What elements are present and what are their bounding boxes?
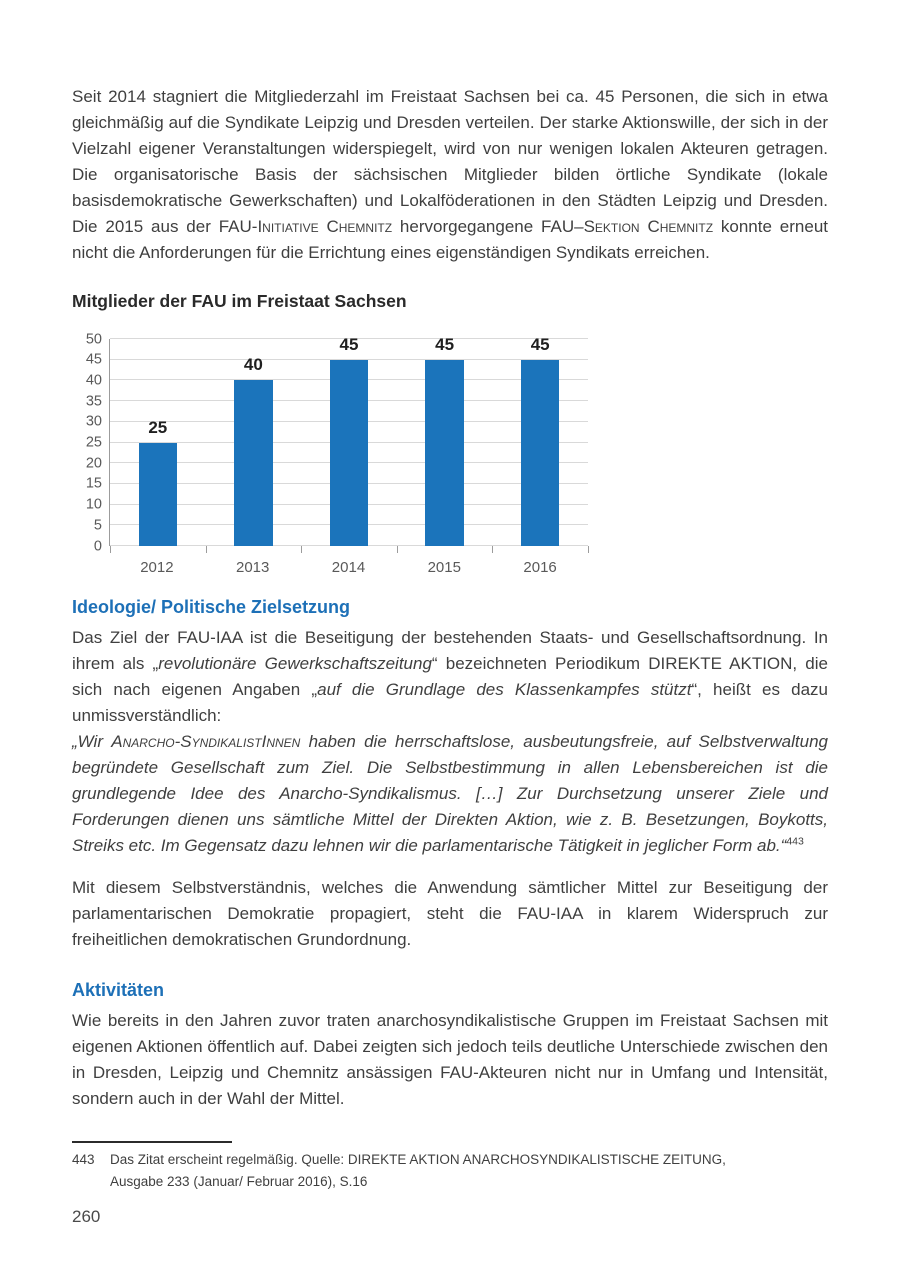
chart-bars-layer: 25 40 45 45 45 bbox=[110, 335, 588, 546]
bar-value-label: 45 bbox=[435, 334, 455, 354]
x-tick-label: 2015 bbox=[427, 559, 461, 576]
bar-slot: 45 bbox=[301, 335, 397, 546]
gridline bbox=[110, 338, 588, 339]
text-run: auf die Grundlage des Klassenkampfes stü… bbox=[317, 680, 692, 699]
text-run: „Wir bbox=[72, 732, 112, 751]
text-run: 443 bbox=[786, 835, 804, 848]
bar-2015 bbox=[425, 359, 464, 546]
chart-title: Mitglieder der FAU im Freistaat Sachsen bbox=[72, 291, 407, 311]
text-run: Mit diesem Selbstverständnis, welches di… bbox=[72, 878, 828, 949]
text-line: Ausgabe 233 (Januar/ Februar 2016), S.16 bbox=[110, 1173, 368, 1189]
footnote-divider bbox=[72, 1141, 232, 1143]
y-tick-label: 25 bbox=[85, 434, 102, 451]
x-axis-tick bbox=[301, 546, 303, 553]
x-axis-tick bbox=[396, 546, 398, 553]
text-run: Initiative Chemnitz bbox=[257, 217, 393, 236]
page-content: Seit 2014 stagniert die Mitgliederzahl i… bbox=[72, 84, 828, 1226]
bar-2014 bbox=[329, 359, 369, 546]
chart-x-axis: 2012 2013 2014 2015 2016 bbox=[109, 559, 588, 576]
text-run: hervorgegangene FAU– bbox=[392, 217, 584, 236]
section-heading-ideologie: Ideologie/ Politische Zielsetzung bbox=[72, 597, 351, 617]
footnote-text: Das Zitat erscheint regelmäßig. Quelle: … bbox=[110, 1149, 726, 1192]
y-tick-label: 40 bbox=[85, 372, 102, 389]
text-run: konnte erneut nicht die Anforderungen fü… bbox=[72, 217, 828, 262]
x-tick-label: 2012 bbox=[140, 559, 174, 576]
bar-value-label: 45 bbox=[530, 334, 550, 354]
text-run: Anarcho-SyndikalistInnen bbox=[111, 732, 301, 751]
chart-y-axis: 0 5 10 15 20 25 30 35 40 45 50 bbox=[72, 332, 102, 553]
bar-value-label: 45 bbox=[339, 334, 359, 354]
x-axis-tick bbox=[588, 546, 589, 553]
paragraph-intro: Seit 2014 stagniert die Mitgliederzahl i… bbox=[72, 84, 828, 266]
text-line: Das Zitat erscheint regelmäßig. Quelle: … bbox=[110, 1152, 726, 1167]
y-tick-label: 45 bbox=[85, 351, 102, 368]
footnote-number: 443 bbox=[72, 1152, 95, 1167]
text-run: “, heißt es dazu unmissverständlich: bbox=[72, 680, 828, 725]
text-run: “ bezeichneten Periodikum DIREKTE AKTION… bbox=[72, 654, 828, 699]
bar-value-label: 40 bbox=[243, 355, 263, 375]
bar-2016 bbox=[521, 359, 560, 546]
x-axis-tick bbox=[110, 546, 111, 553]
y-tick-label: 5 bbox=[93, 517, 102, 534]
x-tick-label: 2013 bbox=[236, 559, 270, 576]
chart-plot: 25 40 45 45 45 bbox=[109, 335, 589, 553]
paragraph-ideologie: Das Ziel der FAU-IAA ist die Beseitigung… bbox=[72, 625, 828, 729]
y-tick-label: 50 bbox=[85, 330, 102, 347]
text-run: Das Ziel der FAU-IAA ist die Beseitigung… bbox=[72, 628, 828, 673]
text-run: revolutionäre Gewerkschaftszeitung bbox=[158, 654, 432, 673]
chart-body: 0 5 10 15 20 25 30 35 40 45 50 25 40 45 45 45 bbox=[72, 332, 589, 553]
bar-2012 bbox=[138, 442, 177, 546]
text-run: Wie bereits in den Jahren zuvor traten a… bbox=[72, 1011, 828, 1108]
y-tick-label: 20 bbox=[85, 454, 102, 471]
y-tick-label: 30 bbox=[85, 413, 102, 430]
bar-slot: 45 bbox=[397, 335, 493, 546]
x-axis-tick bbox=[492, 546, 494, 553]
x-tick-label: 2014 bbox=[331, 559, 366, 576]
x-axis-tick bbox=[205, 546, 207, 553]
bar-value-label: 25 bbox=[148, 417, 168, 437]
paragraph-aktivitaeten: Wie bereits in den Jahren zuvor traten a… bbox=[72, 1008, 828, 1112]
y-tick-label: 15 bbox=[85, 475, 102, 492]
text-run: haben die herrschaftslose, ausbeutungsfr… bbox=[72, 732, 829, 855]
paragraph-conclusion: Mit diesem Selbstverständnis, welches di… bbox=[72, 875, 828, 953]
bar-slot: 40 bbox=[206, 339, 302, 546]
bar-slot: 25 bbox=[110, 339, 206, 546]
bar-2013 bbox=[234, 380, 273, 546]
y-tick-label: 10 bbox=[85, 496, 102, 513]
section-heading-aktivitaeten: Aktivitäten bbox=[72, 980, 165, 1000]
text-run: Seit 2014 stagniert die Mitgliederzahl i… bbox=[72, 87, 828, 236]
page-number: 260 bbox=[72, 1207, 101, 1226]
bar-chart: 0 5 10 15 20 25 30 35 40 45 50 25 40 45 45 45 2012 2013… bbox=[72, 332, 589, 576]
footnote: 443 Das Zitat erscheint regelmäßig. Quel… bbox=[72, 1149, 828, 1192]
x-tick-label: 2016 bbox=[523, 559, 557, 576]
bar-slot: 45 bbox=[492, 335, 588, 546]
gridline bbox=[110, 358, 588, 360]
blockquote: „Wir Anarcho-SyndikalistInnen haben die … bbox=[72, 729, 828, 859]
y-tick-label: 35 bbox=[85, 392, 102, 409]
y-tick-label: 0 bbox=[93, 537, 102, 554]
text-run: Sektion Chemnitz bbox=[583, 217, 714, 236]
